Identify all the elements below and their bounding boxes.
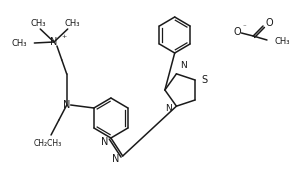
Text: N: N	[63, 100, 70, 110]
Text: CH₂CH₃: CH₂CH₃	[34, 139, 62, 148]
Text: S: S	[201, 75, 207, 85]
Text: CH₃: CH₃	[30, 19, 46, 29]
Text: CH₃: CH₃	[11, 38, 26, 47]
Text: CH₃: CH₃	[65, 19, 80, 29]
Text: N: N	[113, 154, 120, 164]
Text: N: N	[180, 61, 187, 70]
Text: N: N	[165, 104, 171, 113]
Text: N: N	[100, 137, 108, 147]
Text: ⁻: ⁻	[242, 24, 246, 30]
Text: N: N	[50, 37, 58, 47]
Text: O: O	[234, 27, 241, 37]
Text: CH₃: CH₃	[275, 37, 290, 46]
Text: O: O	[266, 18, 274, 28]
Text: +: +	[61, 33, 66, 38]
